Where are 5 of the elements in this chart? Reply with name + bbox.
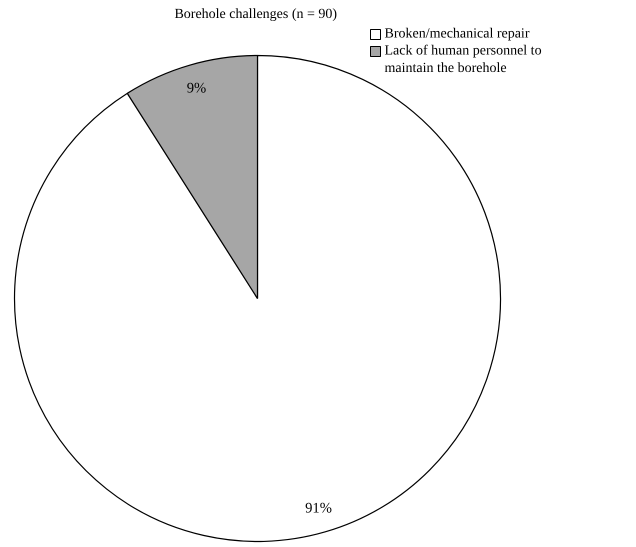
legend-label: Broken/mechanical repair bbox=[384, 26, 530, 42]
chart-title: Borehole challenges (n = 90) bbox=[174, 7, 338, 22]
legend-label: Lack of human personnel to maintain the borehole bbox=[384, 44, 542, 76]
data-label: 9% bbox=[186, 80, 206, 96]
data-label: 91% bbox=[305, 500, 332, 517]
